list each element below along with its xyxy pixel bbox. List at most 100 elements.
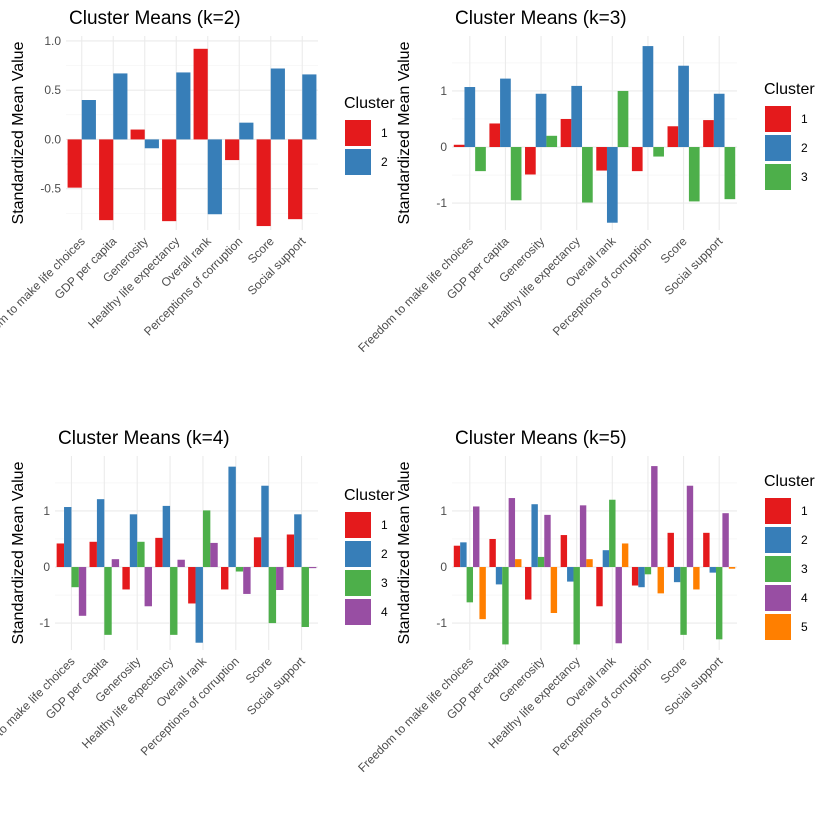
bar-cluster-1-perceptions-of-corruption (631, 567, 639, 586)
bar-cluster-3-healthy-life-expectancy (170, 567, 178, 635)
bar-cluster-1-healthy-life-expectancy (560, 118, 572, 148)
y-tick-label: -1 (436, 616, 447, 630)
bar-cluster-2-gdp-per-capita (113, 73, 128, 140)
bar-cluster-1-healthy-life-expectancy (162, 139, 177, 222)
chart-title: Cluster Means (k=5) (455, 428, 627, 449)
bar-cluster-4-overall-rank (615, 567, 622, 644)
bar-cluster-2-social-support (302, 74, 317, 140)
bar-cluster-4-perceptions-of-corruption (651, 466, 658, 568)
bar-cluster-1-overall-rank (193, 48, 208, 140)
legend-label-2: 2 (801, 533, 808, 547)
legend-title: Cluster (764, 81, 815, 98)
bar-cluster-2-overall-rank (602, 550, 610, 568)
legend: Cluster 1 2 3 4 5 (764, 473, 815, 640)
y-tick-label: 0.5 (44, 83, 61, 97)
legend-key-1 (765, 106, 791, 132)
bar-cluster-2-generosity (129, 514, 138, 568)
bar-cluster-2-healthy-life-expectancy (162, 505, 171, 568)
bar-cluster-1-generosity (122, 567, 130, 590)
bar-cluster-3-generosity (537, 556, 545, 568)
legend-title: Cluster (344, 95, 395, 112)
legend-label-2: 2 (801, 141, 808, 155)
bar-cluster-3-overall-rank (617, 90, 629, 148)
y-tick-label: -0.5 (40, 182, 61, 196)
bar-cluster-4-gdp-per-capita (508, 498, 516, 568)
chart-title: Cluster Means (k=3) (455, 8, 627, 29)
x-tick-label: Score (658, 234, 690, 266)
x-tick-label: Social support (244, 654, 308, 718)
bar-cluster-3-perceptions-of-corruption (653, 147, 664, 157)
bar-cluster-2-freedom-to-make-life-choices (460, 542, 467, 568)
bar-cluster-1-perceptions-of-corruption (631, 147, 643, 172)
bar-cluster-3-healthy-life-expectancy (573, 567, 580, 645)
bar-cluster-5-score (693, 567, 700, 590)
bar-cluster-1-score (256, 139, 271, 227)
bar-cluster-2-gdp-per-capita (96, 499, 105, 568)
legend-label-5: 5 (801, 620, 808, 634)
bar-cluster-2-score (270, 68, 285, 140)
bar-cluster-2-score (678, 65, 689, 148)
legend-key-2 (765, 135, 791, 161)
bar-cluster-4-perceptions-of-corruption (243, 567, 251, 594)
legend-label-1: 1 (381, 126, 388, 140)
y-tick-label: 0 (440, 140, 447, 154)
bar-cluster-1-overall-rank (596, 567, 603, 607)
x-tick-label: GDP per capita (444, 234, 512, 302)
legend-key-3 (765, 556, 791, 582)
chart-title: Cluster Means (k=4) (58, 428, 230, 449)
legend-key-5 (765, 614, 791, 640)
bar-cluster-3-social-support (724, 147, 736, 200)
bar-cluster-1-healthy-life-expectancy (155, 537, 163, 568)
bar-cluster-2-healthy-life-expectancy (571, 85, 583, 148)
y-tick-label: 0 (43, 560, 50, 574)
bar-cluster-2-overall-rank (195, 567, 203, 643)
bar-cluster-4-score (686, 485, 694, 568)
bar-cluster-2-perceptions-of-corruption (239, 122, 254, 140)
bar-cluster-2-perceptions-of-corruption (642, 46, 654, 148)
bar-cluster-2-social-support (709, 567, 716, 573)
legend: Cluster 1 2 3 4 (344, 487, 395, 625)
bar-cluster-2-score (673, 567, 681, 583)
bar-cluster-5-healthy-life-expectancy (586, 559, 593, 568)
bar-cluster-3-social-support (301, 567, 309, 628)
bar-cluster-4-score (276, 567, 284, 591)
bar-cluster-3-social-support (715, 567, 723, 640)
legend-label-3: 3 (801, 170, 808, 184)
legend-label-4: 4 (381, 605, 388, 619)
legend-key-1 (765, 498, 791, 524)
bar-cluster-3-freedom-to-make-life-choices (466, 567, 474, 603)
chart-title: Cluster Means (k=2) (69, 8, 241, 29)
bar-cluster-3-generosity (137, 541, 145, 568)
bar-cluster-2-perceptions-of-corruption (228, 466, 236, 568)
bar-cluster-3-score (688, 147, 700, 202)
bar-cluster-5-generosity (550, 567, 558, 613)
bar-cluster-2-overall-rank (207, 139, 222, 215)
legend-label-1: 1 (801, 112, 808, 126)
y-tick-label: 1.0 (44, 34, 61, 48)
bar-cluster-3-overall-rank (202, 510, 211, 568)
bar-cluster-1-score (253, 537, 262, 568)
bar-cluster-1-score (667, 532, 674, 568)
legend-key-1 (345, 120, 371, 146)
legend-label-3: 3 (381, 576, 388, 590)
y-axis-label: Standardized Mean Value (396, 41, 413, 224)
bar-cluster-3-score (268, 567, 277, 624)
bar-cluster-1-score (667, 126, 679, 148)
bar-cluster-2-healthy-life-expectancy (176, 72, 191, 140)
bar-cluster-1-social-support (288, 139, 303, 220)
x-tick-label: Freedom to make life choices (0, 234, 88, 355)
bar-cluster-1-freedom-to-make-life-choices (67, 139, 82, 188)
legend-label-4: 4 (801, 591, 808, 605)
legend-label-2: 2 (381, 547, 388, 561)
bar-cluster-1-freedom-to-make-life-choices (453, 144, 465, 148)
bar-cluster-5-perceptions-of-corruption (657, 567, 664, 594)
bar-cluster-1-freedom-to-make-life-choices (453, 545, 461, 568)
y-tick-label: -1 (436, 196, 447, 210)
y-tick-label: 1 (440, 504, 447, 518)
bar-cluster-4-freedom-to-make-life-choices (473, 506, 480, 568)
legend-key-2 (765, 527, 791, 553)
bar-cluster-2-freedom-to-make-life-choices (81, 100, 96, 140)
bar-cluster-1-healthy-life-expectancy (560, 535, 568, 568)
